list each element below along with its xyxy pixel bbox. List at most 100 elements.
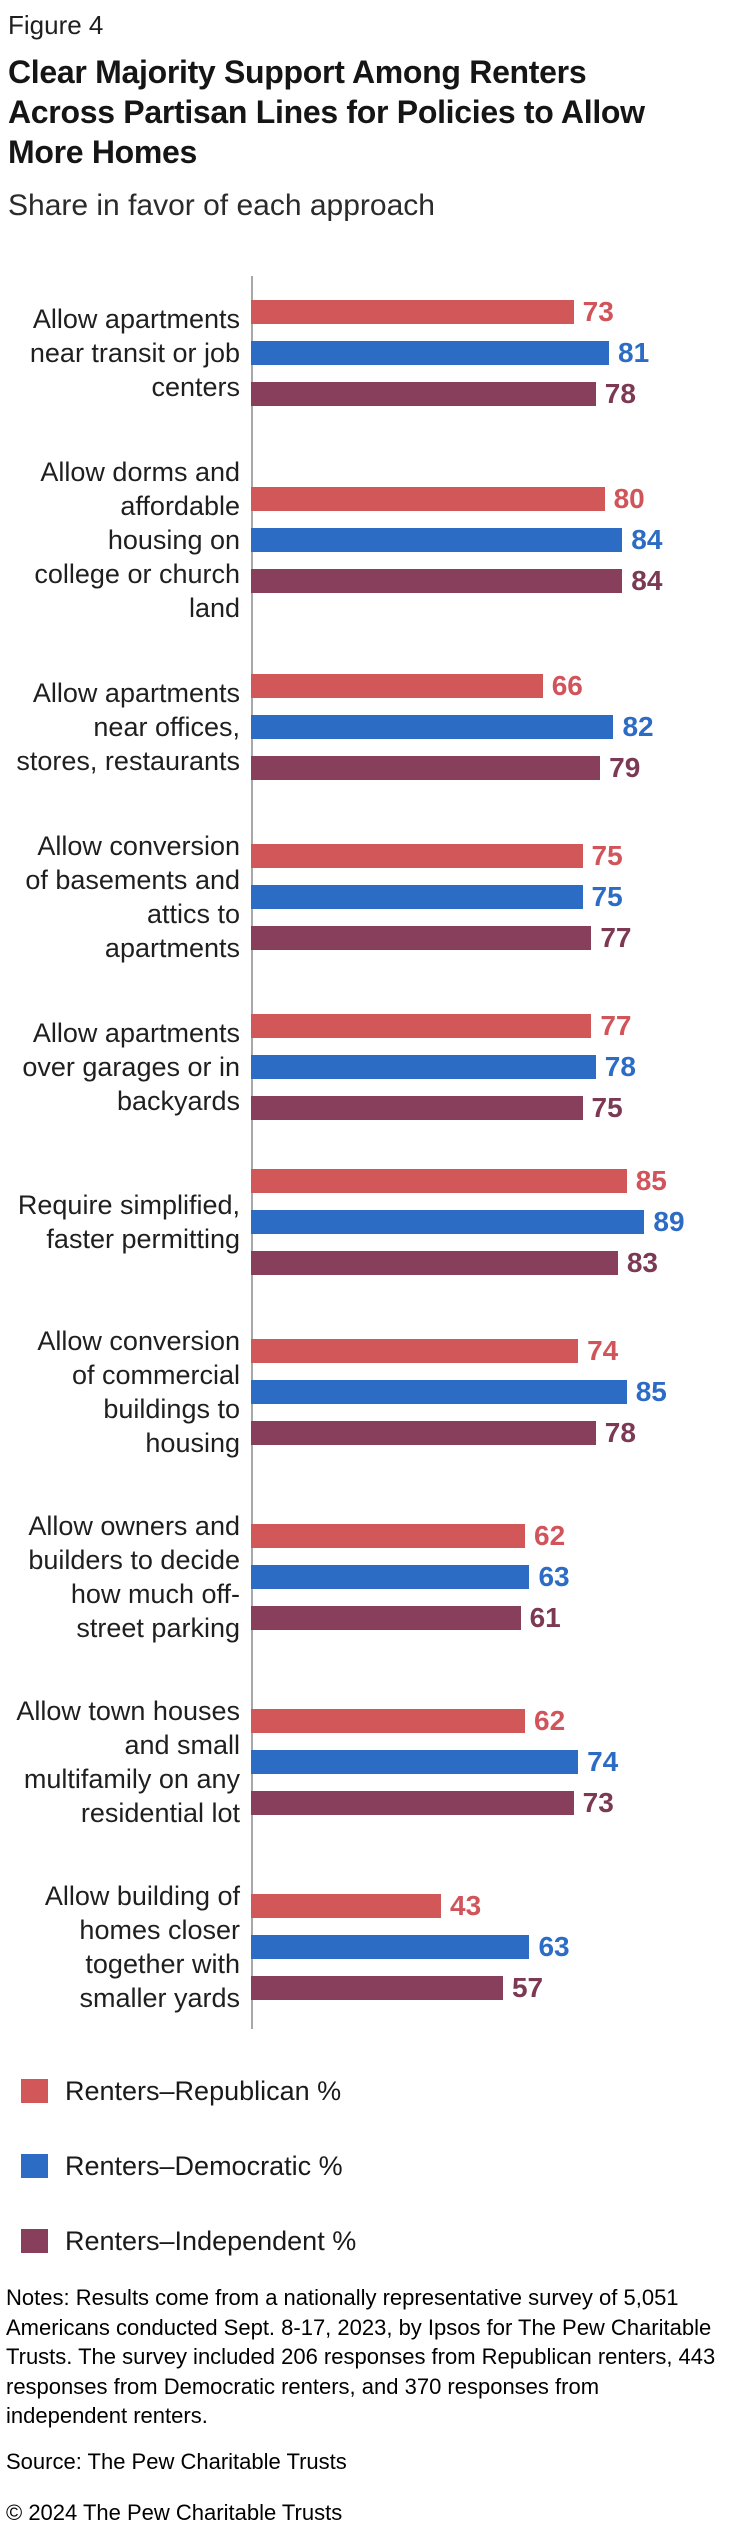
bar-value-democratic: 75 [591,881,623,912]
bar-value-republican: 74 [587,1335,619,1366]
bar-row: 77 [251,922,726,953]
bar-row: 84 [251,526,726,554]
bar-democratic [251,341,610,365]
category-label-line: Allow conversion [37,1326,240,1356]
bar-democratic [251,1055,596,1079]
bar-independent [251,1606,521,1630]
bar-row: 80 [251,483,726,514]
bar-group: Allow town houses and small multifamily on… [16,1694,726,1830]
bar-group: Allow conversion of commercial buildings t… [37,1324,726,1460]
group-bars: 74 85 78 [251,1335,726,1448]
bar-independent [251,756,601,780]
legend-item-republican: Renters–Republican % [21,2075,726,2107]
chart-title-line: Across Partisan Lines for Policies to Al… [8,94,645,130]
chart-subtitle: Share in favor of each approach [8,189,435,222]
legend-item-democratic: Renters–Democratic % [21,2150,726,2182]
category-label-line: Allow conversion [37,831,240,861]
group-bars: 80 84 84 [251,483,726,595]
bar-row: 78 [251,1417,726,1448]
bar-republican [251,844,583,868]
bar-row: 62 [251,1522,726,1550]
chart-title-line: Clear Majority Support Among Renters [8,54,587,90]
bar-row: 61 [251,1602,726,1633]
bar-row: 89 [251,1208,726,1236]
category-label-line: Allow apartments [32,678,240,708]
bar-value-republican: 73 [582,296,614,327]
category-label-line: smaller yards [79,1983,240,2013]
bar-row: 83 [251,1247,726,1278]
category-label-line: together with [85,1949,240,1979]
bar-value-republican: 77 [600,1010,632,1041]
category-label-line: Allow building of [44,1881,240,1911]
bar-value-independent: 83 [626,1247,659,1278]
bar-value-republican: 80 [613,483,645,514]
bar-row: 85 [251,1376,726,1407]
bar-value-democratic: 85 [635,1376,667,1407]
bar-value-independent: 73 [582,1787,614,1818]
bar-row: 82 [251,711,726,742]
bar-group: Allow apartments over garages or in backya… [22,1010,726,1122]
legend-label-democratic: Renters–Democratic % [65,2151,343,2181]
bar-independent [251,1421,596,1445]
category-label-line: centers [151,372,240,402]
bar-value-independent: 78 [604,1417,636,1448]
bar-row: 57 [251,1974,726,2002]
bar-independent [251,1096,583,1120]
category-label: Allow owners and builders to decide how mu… [6,1509,251,1645]
bar-row: 43 [251,1890,726,1921]
bar-independent [251,569,623,593]
bar-row: 78 [251,380,726,408]
legend-label-republican: Renters–Republican % [65,2076,342,2106]
bar-value-independent: 77 [600,922,632,953]
category-label-line: multifamily on any [23,1764,240,1794]
legend-swatch-independent [21,2229,48,2253]
category-label-line: Require simplified, [17,1190,240,1220]
bar-republican [251,1169,627,1193]
bar-value-republican: 85 [635,1165,667,1196]
bar-republican [251,1524,526,1548]
category-label: Allow apartments near offices, stores, res… [6,676,251,778]
bar-republican [251,1709,526,1733]
category-label-line: near transit or job [29,338,240,368]
group-bars: 73 81 78 [251,296,726,408]
category-label-line: backyards [116,1086,240,1116]
bar-value-democratic: 63 [538,1931,570,1962]
bar-value-democratic: 81 [618,337,650,368]
chart-title-line: More Homes [8,134,198,170]
copyright-text: © 2024 The Pew Charitable Trusts [6,2499,343,2525]
category-label: Require simplified, faster permitting [6,1188,251,1256]
category-label-line: buildings to [103,1394,240,1424]
bar-value-independent: 61 [529,1602,561,1633]
source-text: Source: The Pew Charitable Trusts [6,2448,347,2474]
bar-value-republican: 43 [450,1890,482,1921]
category-label-line: housing on [107,525,240,555]
category-label: Allow dorms and affordable housing on colle… [6,455,251,625]
category-label-line: affordable [120,491,240,521]
category-label: Allow building of homes closer together wi… [6,1879,251,2015]
figure-label: Figure 4 [8,10,104,40]
bar-republican [251,674,543,698]
bar-republican [251,1894,442,1918]
bar-value-republican: 75 [591,840,623,871]
bar-row: 66 [251,672,726,700]
bar-value-democratic: 82 [622,711,654,742]
bar-democratic [251,715,614,739]
bar-democratic [251,1380,627,1404]
group-bars: 62 63 61 [251,1522,726,1633]
group-bars: 75 75 77 [251,840,726,953]
legend-item-independent: Renters–Independent % [21,2225,726,2257]
bar-group: Allow building of homes closer together wi… [45,1879,726,2015]
bar-row: 73 [251,1787,726,1818]
category-label-line: of basements and [25,865,240,895]
category-label: Allow conversion of commercial buildings t… [6,1324,251,1460]
category-label-line: residential lot [80,1798,240,1828]
category-label-line: builders to decide [28,1545,240,1575]
bar-group: Allow apartments near offices, stores, res… [16,672,726,782]
bar-group: Allow owners and builders to decide how mu… [28,1509,726,1645]
bar-row: 78 [251,1053,726,1081]
legend-swatch-democratic [21,2154,48,2178]
bar-independent [251,1251,618,1275]
bar-row: 63 [251,1563,726,1591]
category-label-line: faster permitting [46,1224,240,1254]
legend-label-independent: Renters–Independent % [65,2226,357,2256]
